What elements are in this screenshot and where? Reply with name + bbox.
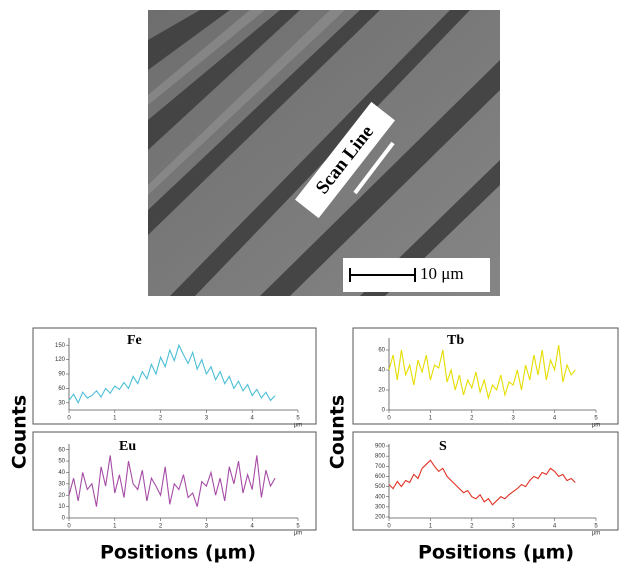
y-tick-label: 300 — [375, 504, 386, 510]
y-tick-label: 20 — [378, 388, 385, 394]
x-tick-label: 0 — [387, 524, 391, 530]
y-tick-label: 60 — [58, 447, 65, 453]
x-tick-label: 2 — [159, 524, 163, 530]
chart-title: Tb — [447, 333, 464, 348]
y-tick-label: 40 — [378, 368, 385, 374]
x-tick-label: 2 — [470, 524, 474, 530]
y-tick-label: 40 — [58, 470, 65, 476]
x-tick-label: 5 — [594, 416, 598, 422]
x-unit-label: μm — [294, 531, 302, 537]
sem-image: Scan Line 10 μm — [148, 10, 500, 296]
y-axis-label: Counts — [9, 395, 31, 469]
x-tick-label: 5 — [296, 524, 300, 530]
y-tick-label: 700 — [375, 464, 386, 470]
y-tick-label: 30 — [58, 481, 65, 487]
x-tick-label: 3 — [205, 524, 209, 530]
y-tick-label: 90 — [58, 372, 65, 378]
scale-bar-label: 10 μm — [420, 264, 464, 283]
y-tick-label: 0 — [382, 408, 386, 414]
x-tick-label: 2 — [159, 416, 163, 422]
y-tick-label: 60 — [58, 386, 65, 392]
y-tick-label: 20 — [58, 493, 65, 499]
x-tick-label: 1 — [429, 524, 433, 530]
y-tick-label: 600 — [375, 474, 386, 480]
y-tick-label: 10 — [58, 504, 65, 510]
data-line — [68, 455, 276, 507]
x-tick-label: 2 — [470, 416, 474, 422]
x-tick-label: 1 — [113, 416, 117, 422]
x-tick-label: 3 — [512, 416, 516, 422]
y-tick-label: 50 — [58, 459, 65, 465]
data-line — [388, 344, 576, 401]
chart-title: S — [439, 439, 447, 454]
y-tick-label: 150 — [55, 343, 66, 349]
x-tick-label: 5 — [594, 524, 598, 530]
chart-frame — [32, 327, 317, 425]
y-tick-label: 60 — [378, 348, 385, 354]
y-tick-label: 200 — [375, 515, 386, 521]
y-tick-label: 800 — [375, 454, 386, 460]
y-tick-label: 500 — [375, 484, 386, 490]
y-tick-label: 0 — [62, 516, 66, 522]
x-unit-label: μm — [592, 531, 600, 537]
x-tick-label: 3 — [205, 416, 209, 422]
x-tick-label: 5 — [296, 416, 300, 422]
x-tick-label: 0 — [67, 416, 71, 422]
chart-title: Fe — [127, 333, 142, 348]
x-tick-label: 3 — [512, 524, 516, 530]
x-tick-label: 4 — [251, 524, 255, 530]
x-axis-label: Positions (μm) — [418, 542, 574, 564]
y-tick-label: 900 — [375, 444, 386, 450]
x-tick-label: 1 — [113, 524, 117, 530]
x-unit-label: μm — [592, 423, 600, 429]
x-tick-label: 4 — [251, 416, 255, 422]
chart-frame — [352, 431, 619, 531]
x-tick-label: 4 — [553, 524, 557, 530]
y-tick-label: 400 — [375, 494, 386, 500]
x-tick-label: 1 — [429, 416, 433, 422]
y-tick-label: 120 — [55, 357, 66, 363]
chart-title: Eu — [119, 439, 136, 454]
x-tick-label: 0 — [67, 524, 71, 530]
y-axis-label: Counts — [327, 395, 349, 469]
x-axis-label: Positions (μm) — [100, 542, 256, 564]
x-tick-label: 4 — [553, 416, 557, 422]
x-unit-label: μm — [294, 423, 302, 429]
x-tick-label: 0 — [387, 416, 391, 422]
data-line — [388, 459, 576, 506]
data-line — [68, 343, 276, 405]
y-tick-label: 30 — [58, 400, 65, 406]
